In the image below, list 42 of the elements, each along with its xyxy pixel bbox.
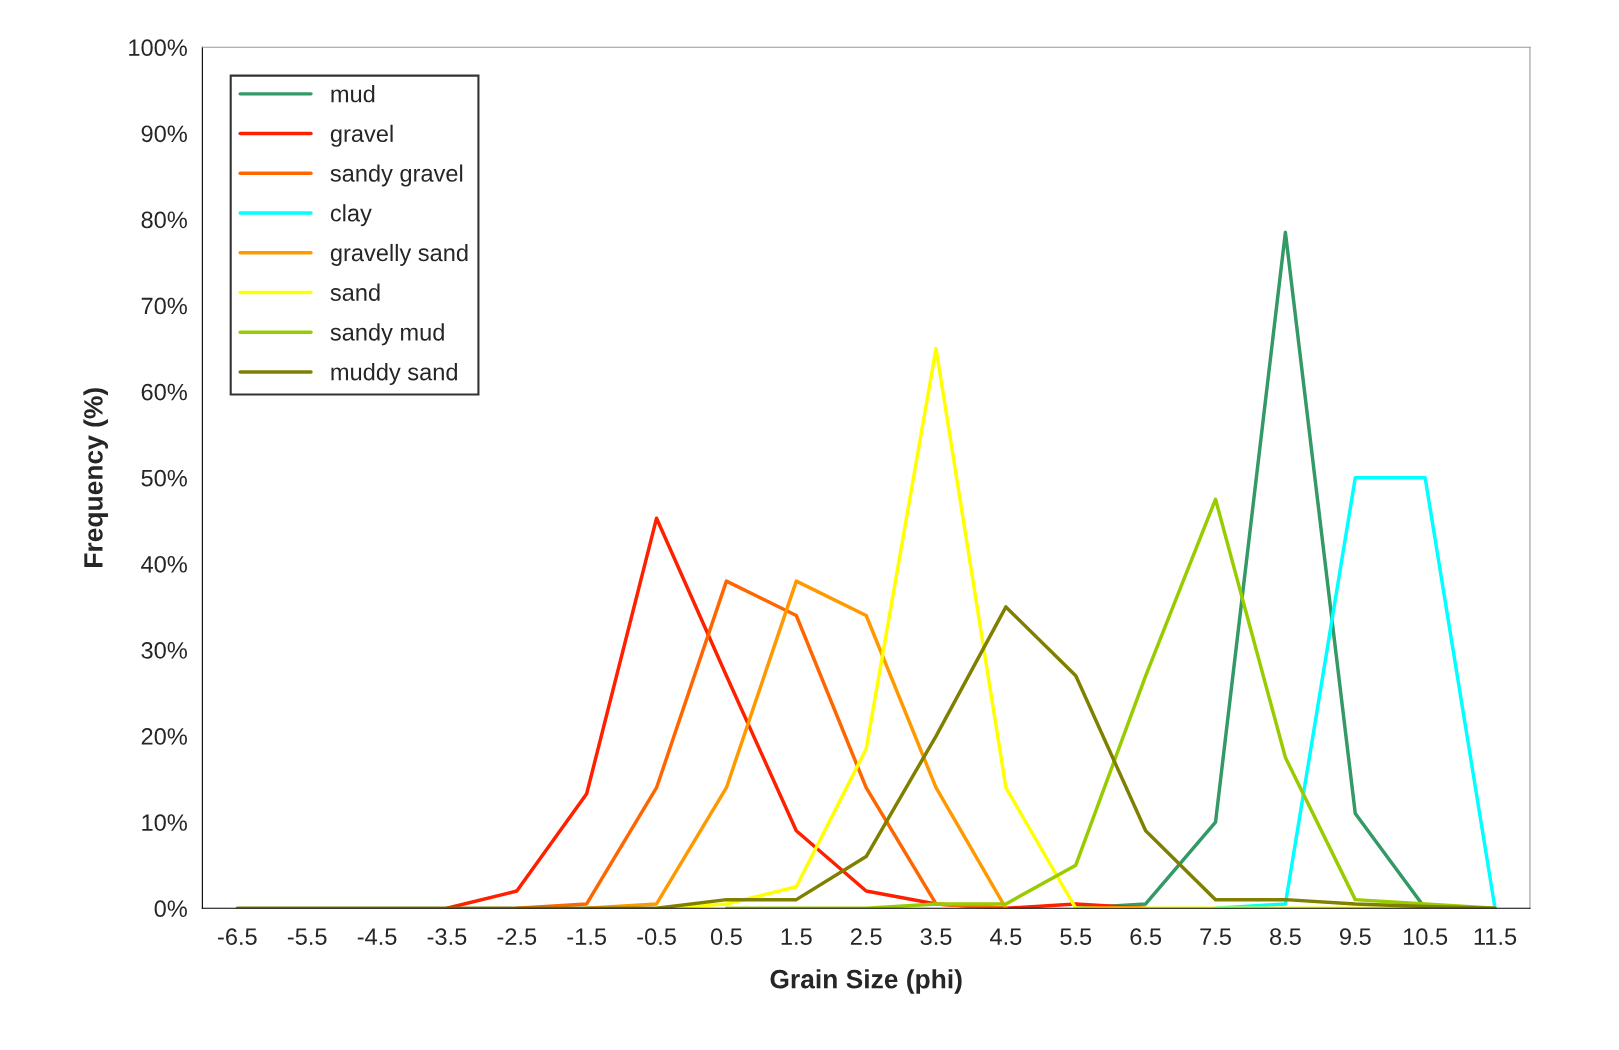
x-tick-label: 11.5 [1474,928,1517,946]
legend-label: mud [331,85,375,103]
y-axis-title: Frequency (%) [83,388,108,567]
y-tick-label: 50% [141,469,187,487]
x-tick-label: -5.5 [287,928,327,946]
legend-label: gravelly sand [330,243,468,266]
x-tick-label: 4.5 [990,928,1022,946]
x-tick-label: -3.5 [427,928,467,946]
x-tick-label: -2.5 [497,928,537,946]
y-tick-label: 100% [129,39,187,57]
y-tick-label: 0% [154,900,187,918]
legend-label: clay [330,204,372,227]
y-tick-label: 70% [141,297,187,315]
x-tick-label: -1.5 [567,928,607,946]
y-tick-label: 60% [141,383,187,401]
y-tick-label: 30% [141,642,187,659]
x-axis-title: Grain Size (phi) [770,969,962,994]
x-tick-label: 3.5 [920,928,952,946]
x-tick-label: 1.5 [781,928,812,946]
y-tick-label: 90% [141,125,187,143]
x-tick-label: 2.5 [850,928,882,946]
legend-label: muddy sand [331,363,457,386]
x-tick-label: 6.5 [1130,928,1162,946]
x-tick-label: 5.5 [1060,928,1092,946]
y-tick-label: 80% [141,211,187,229]
line-series [445,516,1148,909]
y-tick-label: 20% [141,728,187,745]
x-tick-label: -6.5 [218,928,257,946]
x-tick-label: 7.5 [1200,928,1231,946]
line-series [235,605,1497,909]
x-tick-label: 9.5 [1339,928,1371,946]
y-tick-label: 10% [142,814,187,831]
legend-label: sandy mud [330,323,444,346]
y-tick-label: 40% [141,555,187,573]
legend-label: sandy gravel [330,164,463,187]
x-tick-label: 8.5 [1270,928,1301,946]
x-tick-label: 0.5 [710,928,742,946]
x-tick-label: -4.5 [357,928,397,946]
x-tick-label: 10.5 [1403,928,1448,946]
legend-label: sand [330,283,380,301]
legend-label: gravel [330,124,393,147]
x-tick-label: -0.5 [637,928,676,946]
